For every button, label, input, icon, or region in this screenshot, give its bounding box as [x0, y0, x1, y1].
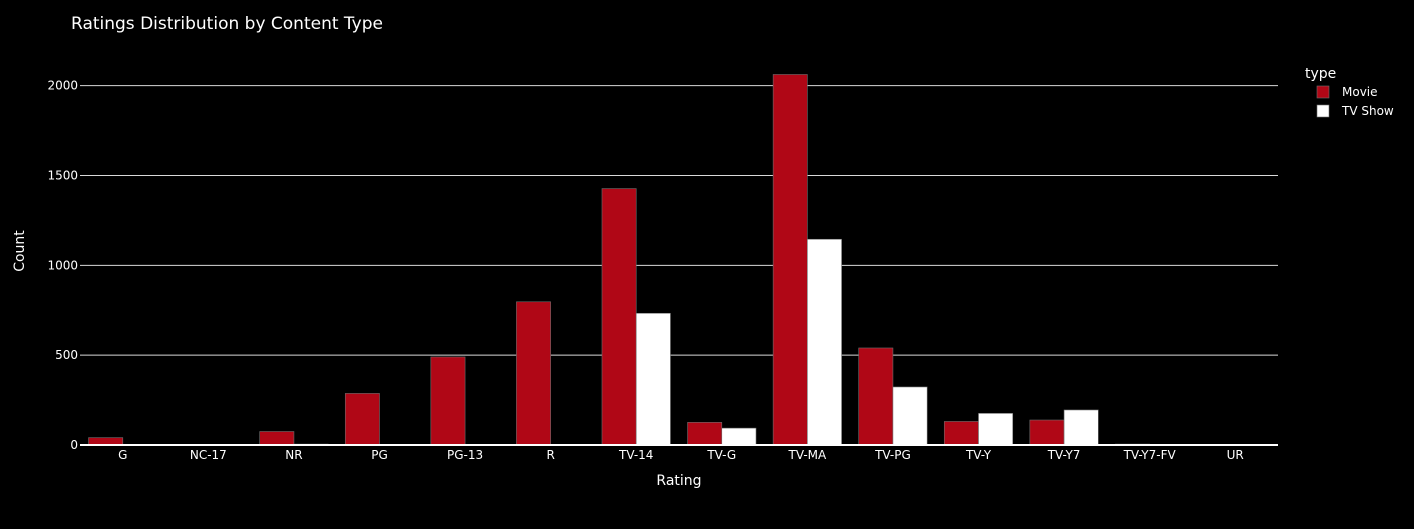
y-tick-label: 1000	[47, 258, 78, 272]
x-tick-label: TV-Y	[965, 448, 992, 462]
gridlines	[80, 86, 1278, 356]
x-tick-label: PG	[371, 448, 388, 462]
bar[interactable]	[688, 422, 722, 445]
x-tick-label: UR	[1227, 448, 1244, 462]
y-axis-title: Count	[12, 230, 28, 272]
bar[interactable]	[893, 387, 927, 445]
x-tick-label: TV-MA	[787, 448, 827, 462]
bar[interactable]	[260, 432, 294, 445]
bar[interactable]	[773, 74, 807, 445]
x-axis-title: Rating	[656, 473, 701, 489]
legend-items: Movie TV Show	[1317, 85, 1394, 118]
bar[interactable]	[89, 438, 123, 445]
x-tick-label: R	[546, 448, 554, 462]
bar[interactable]	[602, 189, 636, 445]
x-tick-label: PG-13	[447, 448, 483, 462]
y-tick-label: 0	[70, 438, 78, 452]
x-tick-label: TV-14	[618, 448, 653, 462]
legend-item-label: TV Show	[1341, 104, 1394, 118]
x-tick-label: TV-G	[706, 448, 736, 462]
legend-item-label: Movie	[1342, 85, 1378, 99]
bar[interactable]	[807, 239, 841, 445]
y-tick-label: 1500	[47, 168, 78, 182]
bar[interactable]	[944, 421, 978, 445]
bars[interactable]	[89, 74, 1236, 445]
bar[interactable]	[431, 357, 465, 445]
bar[interactable]	[636, 313, 670, 445]
bar[interactable]	[979, 413, 1013, 445]
bar[interactable]	[516, 302, 550, 445]
y-tick-label: 500	[55, 348, 78, 362]
x-tick-label: NC-17	[190, 448, 227, 462]
x-tick-label: TV-Y7	[1047, 448, 1081, 462]
chart-title: Ratings Distribution by Content Type	[71, 14, 383, 34]
bar[interactable]	[1030, 420, 1064, 445]
x-tick-label: TV-Y7-FV	[1123, 448, 1177, 462]
bar[interactable]	[859, 348, 893, 445]
bar[interactable]	[722, 428, 756, 445]
legend-swatch	[1317, 86, 1329, 98]
legend-title: type	[1305, 66, 1336, 82]
bar[interactable]	[345, 393, 379, 445]
y-tick-label: 2000	[47, 79, 78, 93]
legend-swatch	[1317, 105, 1329, 117]
bar[interactable]	[1064, 410, 1098, 445]
x-tick-label: TV-PG	[874, 448, 911, 462]
x-tick-label: NR	[285, 448, 302, 462]
legend: type Movie TV Show	[1305, 66, 1394, 118]
x-tick-label: G	[118, 448, 127, 462]
